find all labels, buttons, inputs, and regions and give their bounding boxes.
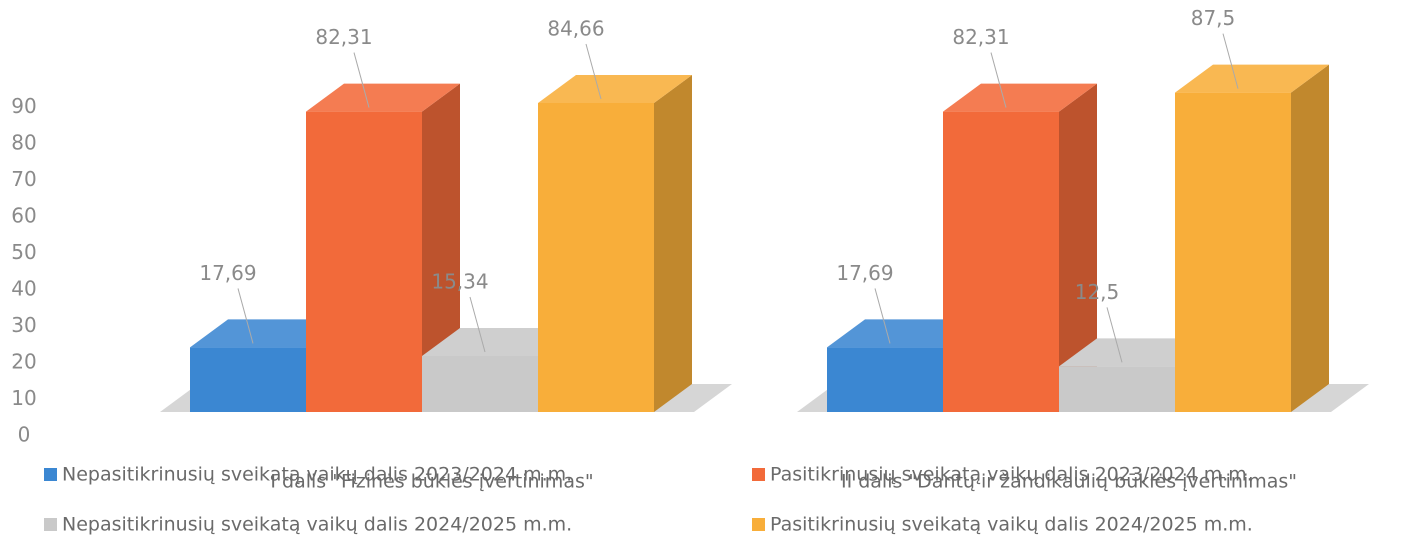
leader-line <box>237 288 254 344</box>
data-label: 87,5 <box>1191 6 1236 30</box>
bar-face <box>827 319 981 348</box>
data-label: 17,69 <box>836 261 893 285</box>
bar <box>943 83 1097 413</box>
y-tick-label: 70 <box>11 167 36 191</box>
leader-line <box>990 52 1007 108</box>
bar-face <box>538 102 654 412</box>
bar-face <box>827 347 943 412</box>
bar-face <box>943 111 1059 413</box>
bar-face <box>1291 64 1329 412</box>
data-label: 17,69 <box>199 261 256 285</box>
leader-line <box>585 43 602 100</box>
bar-face <box>190 319 344 348</box>
leader-line <box>469 296 486 353</box>
bar-face <box>943 83 1097 112</box>
legend-label: Nepasitikrinusių sveikatą vaikų dalis 20… <box>62 514 572 536</box>
bar-face <box>654 74 692 412</box>
y-tick-label: 80 <box>11 131 36 155</box>
legend-label: Pasitikrinusių sveikatą vaikų dalis 2023… <box>770 464 1253 486</box>
data-label: 82,31 <box>952 25 1009 49</box>
legend-label: Nepasitikrinusių sveikatą vaikų dalis 20… <box>62 464 572 486</box>
bar-face <box>1175 92 1291 412</box>
bar <box>1175 64 1329 412</box>
legend-swatch <box>44 518 57 531</box>
bar-face <box>1059 366 1175 412</box>
data-label: 12,5 <box>1075 280 1120 304</box>
data-label: 84,66 <box>547 16 604 40</box>
y-tick-label: 10 <box>11 386 36 410</box>
data-label: 82,31 <box>315 25 372 49</box>
bar-face <box>422 328 576 357</box>
legend-swatch <box>44 468 57 481</box>
bar-face <box>538 74 692 103</box>
legend-label: Pasitikrinusių sveikatą vaikų dalis 2024… <box>770 514 1253 536</box>
legend-swatch <box>752 468 765 481</box>
y-tick-label: 20 <box>11 350 36 374</box>
bar <box>538 74 692 412</box>
y-tick-label: 50 <box>11 240 36 264</box>
leader-line <box>353 52 370 108</box>
x-tick-label: I dalis "Fizinės būklės įvertinimas" <box>270 471 593 493</box>
data-label: 15,34 <box>431 270 488 294</box>
bar-face <box>306 111 422 413</box>
leader-line <box>1222 33 1239 89</box>
bar-face <box>422 356 538 412</box>
bar-face <box>422 83 460 413</box>
y-tick-label: 90 <box>11 94 36 118</box>
y-tick-label: 40 <box>11 277 36 301</box>
y-tick-label: 0 <box>18 423 31 447</box>
x-tick-label: II dalis "Dantų ir žandikaulių būklės įv… <box>841 471 1297 493</box>
bar-face <box>1059 338 1213 367</box>
legend-swatch <box>752 518 765 531</box>
leader-line <box>874 288 891 344</box>
y-tick-label: 30 <box>11 313 36 337</box>
bar <box>306 83 460 413</box>
bar-face <box>190 347 306 412</box>
bar-face <box>1059 83 1097 413</box>
bar-face <box>306 83 460 112</box>
y-tick-label: 60 <box>11 204 36 228</box>
bar-face <box>1175 64 1329 93</box>
leader-line <box>1106 307 1123 363</box>
